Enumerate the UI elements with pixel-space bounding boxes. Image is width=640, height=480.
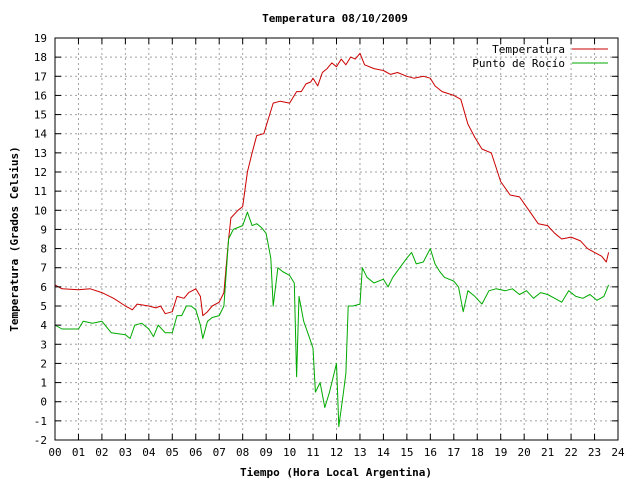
- y-tick-label: 2: [40, 357, 47, 370]
- y-tick-label: 0: [40, 396, 47, 409]
- y-tick-label: 13: [34, 147, 47, 160]
- x-tick-label: 17: [447, 446, 460, 459]
- x-tick-label: 19: [494, 446, 507, 459]
- x-tick-label: 20: [518, 446, 531, 459]
- x-tick-label: 01: [72, 446, 85, 459]
- y-tick-label: 5: [40, 300, 47, 313]
- y-tick-label: 9: [40, 223, 47, 236]
- y-tick-label: 6: [40, 281, 47, 294]
- x-tick-label: 13: [353, 446, 366, 459]
- series-group: [54, 52, 610, 428]
- y-tick-label: 10: [34, 204, 47, 217]
- x-tick-label: 04: [142, 446, 156, 459]
- x-tick-label: 14: [377, 446, 391, 459]
- x-tick-label: 07: [213, 446, 226, 459]
- y-tick-label: 17: [34, 70, 47, 83]
- y-tick-label: 8: [40, 243, 47, 256]
- series-line-temperatura: [54, 52, 610, 317]
- x-tick-label: 00: [48, 446, 61, 459]
- y-tick-label: 16: [34, 89, 47, 102]
- x-tick-label: 03: [119, 446, 132, 459]
- x-axis-label: Tiempo (Hora Local Argentina): [240, 466, 432, 479]
- x-tick-label: 15: [400, 446, 413, 459]
- y-tick-label: -1: [34, 415, 47, 428]
- series-line-punto-de-rocio: [54, 211, 610, 428]
- x-tick-label: 09: [260, 446, 273, 459]
- grid: [55, 38, 618, 440]
- x-tick-label: 10: [283, 446, 296, 459]
- x-tick-label: 06: [189, 446, 202, 459]
- x-tick-label: 11: [306, 446, 319, 459]
- y-tick-label: -2: [34, 434, 47, 447]
- x-tick-label: 21: [541, 446, 554, 459]
- legend-label: Temperatura: [492, 43, 565, 56]
- y-tick-label: 1: [40, 377, 47, 390]
- x-tick-label: 16: [424, 446, 437, 459]
- x-tick-label: 12: [330, 446, 343, 459]
- x-tick-label: 24: [611, 446, 625, 459]
- y-tick-label: 15: [34, 109, 47, 122]
- x-tick-label: 23: [588, 446, 601, 459]
- y-tick-label: 4: [40, 319, 47, 332]
- legend-label: Punto de Rocío: [472, 57, 565, 70]
- x-tick-label: 08: [236, 446, 249, 459]
- x-tick-label: 18: [471, 446, 484, 459]
- y-tick-label: 3: [40, 338, 47, 351]
- y-tick-label: 11: [34, 185, 47, 198]
- y-tick-label: 18: [34, 51, 47, 64]
- chart-title: Temperatura 08/10/2009: [262, 12, 408, 25]
- y-tick-label: 14: [34, 128, 48, 141]
- y-tick-label: 12: [34, 166, 47, 179]
- y-axis-label: Temperatura (Grados Celsius): [8, 146, 21, 331]
- ticks: 00 01 02 03 04 05 06 07 08 09 10 11 12 13 14 15 16 17 18 19…: [34, 32, 625, 459]
- x-tick-label: 22: [564, 446, 577, 459]
- y-tick-label: 19: [34, 32, 47, 45]
- x-tick-label: 05: [166, 446, 179, 459]
- y-tick-label: 7: [40, 262, 47, 275]
- x-tick-label: 02: [95, 446, 108, 459]
